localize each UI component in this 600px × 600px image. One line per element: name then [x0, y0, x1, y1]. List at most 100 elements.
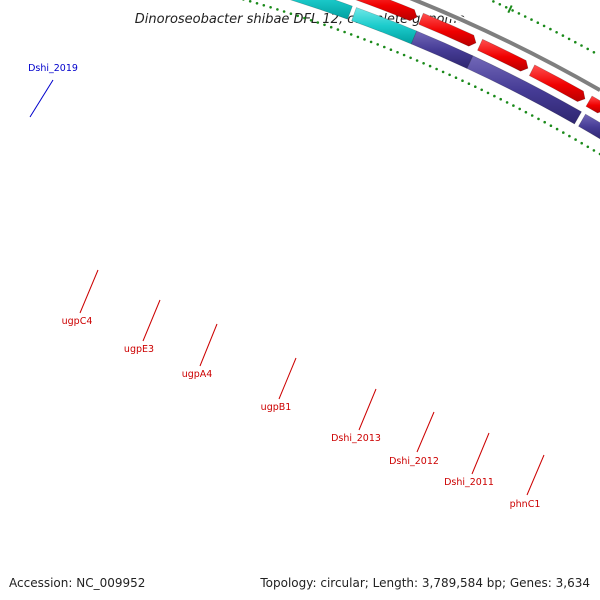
- minor-tick: [369, 40, 373, 44]
- gene-label-leader: [29, 79, 54, 118]
- minor-tick: [389, 48, 393, 51]
- minor-tick: [248, 0, 252, 3]
- genome-backbone: [405, 0, 600, 94]
- minor-tick: [402, 53, 406, 57]
- minor-tick: [282, 10, 286, 13]
- minor-tick: [580, 44, 583, 47]
- minor-tick: [493, 94, 496, 98]
- backbone-line: [409, 0, 600, 92]
- minor-tick: [511, 9, 514, 12]
- minor-tick: [415, 59, 419, 62]
- minor-tick: [376, 43, 380, 46]
- minor-tick: [580, 141, 583, 145]
- minor-tick: [555, 127, 559, 131]
- gene-label-ugpb1[interactable]: ugpB1: [261, 402, 292, 413]
- minor-tick: [486, 91, 490, 95]
- minor-tick: [316, 21, 320, 24]
- minor-tick: [323, 23, 326, 27]
- minor-tick: [543, 120, 546, 124]
- major-tick: [507, 5, 513, 14]
- minor-tick: [467, 82, 471, 85]
- minor-tick: [568, 134, 571, 138]
- minor-tick: [586, 47, 589, 51]
- gene-label-dshi-2019[interactable]: Dshi_2019: [28, 63, 78, 74]
- minor-tick: [336, 28, 340, 31]
- gene-label-leader: [358, 388, 377, 431]
- minor-tick: [505, 101, 509, 104]
- gene-label-ugpe3[interactable]: ugpE3: [124, 344, 154, 355]
- gene-forward[interactable]: [585, 95, 600, 114]
- minor-tick: [530, 114, 534, 117]
- minor-tick: [537, 117, 540, 121]
- gene-label-ugpa4[interactable]: ugpA4: [182, 369, 213, 380]
- minor-tick: [289, 12, 293, 15]
- minor-tick: [549, 27, 552, 31]
- minor-tick: [512, 104, 515, 107]
- minor-tick: [574, 40, 577, 44]
- gene-label-phnc1[interactable]: phnC1: [510, 499, 541, 510]
- minor-tick: [492, 0, 495, 3]
- minor-tick: [524, 110, 528, 114]
- minor-tick: [422, 62, 425, 65]
- minor-tick: [435, 67, 438, 71]
- minor-tick: [530, 18, 533, 21]
- minor-tick: [329, 25, 333, 29]
- minor-tick: [343, 30, 346, 34]
- gene-label-leader: [79, 269, 99, 314]
- gene-reverse[interactable]: [466, 55, 582, 125]
- gene-reverse[interactable]: [578, 113, 600, 140]
- minor-tick: [561, 34, 565, 37]
- gene-label-ugpc4[interactable]: ugpC4: [62, 316, 93, 327]
- minor-tick: [574, 138, 577, 141]
- minor-tick: [517, 12, 521, 15]
- minor-tick: [523, 15, 527, 18]
- minor-tick: [454, 76, 458, 79]
- minor-tick: [480, 88, 484, 92]
- minor-tick: [592, 149, 596, 152]
- gene-track: [260, 0, 600, 140]
- accession-text: Accession: NC_009952: [9, 576, 146, 590]
- gene-label-dshi-2011[interactable]: Dshi_2011: [444, 477, 494, 488]
- minor-tick: [518, 107, 521, 111]
- minor-tick: [562, 131, 565, 134]
- gene-label-leader: [142, 299, 161, 342]
- minor-tick: [498, 3, 502, 6]
- gene-label-dshi-2013[interactable]: Dshi_2013: [331, 433, 381, 444]
- minor-tick: [536, 21, 540, 25]
- minor-tick: [296, 14, 300, 18]
- minor-tick: [592, 51, 596, 54]
- minor-tick: [269, 6, 272, 9]
- minor-tick: [441, 70, 445, 74]
- gene-reverse[interactable]: [260, 0, 353, 20]
- gene-label-leader: [526, 454, 545, 496]
- topology-text: Topology: circular; Length: 3,789,584 bp…: [260, 576, 590, 590]
- gene-label-dshi-2012[interactable]: Dshi_2012: [389, 456, 439, 467]
- gene-forward[interactable]: [418, 12, 477, 47]
- gene-forward[interactable]: [477, 38, 529, 72]
- minor-tick: [349, 33, 353, 36]
- minor-tick: [567, 37, 571, 41]
- minor-tick: [461, 79, 464, 82]
- gene-labels: Dshi_2019 ugpC4 ugpE3 ugpA4 ugpB1 Dshi_2013 Ds…: [28, 63, 545, 510]
- minor-tick: [428, 64, 432, 68]
- gene-label-leader: [416, 411, 435, 453]
- minor-tick: [555, 31, 558, 34]
- minor-tick: [549, 124, 553, 127]
- minor-tick: [396, 51, 399, 54]
- minor-tick: [383, 45, 386, 49]
- gene-forward[interactable]: [352, 0, 418, 22]
- minor-tick: [276, 8, 279, 11]
- gene-label-leader: [278, 357, 297, 400]
- minor-tick: [542, 24, 546, 28]
- gene-label-leader: [199, 323, 218, 367]
- minor-tick: [474, 85, 477, 88]
- gene-forward[interactable]: [528, 64, 586, 102]
- minor-tick: [356, 35, 360, 39]
- minor-tick: [255, 2, 259, 5]
- minor-tick: [499, 97, 503, 101]
- minor-tick: [242, 0, 245, 1]
- minor-tick: [504, 6, 508, 9]
- minor-tick: [448, 73, 451, 77]
- minor-tick: [262, 4, 266, 7]
